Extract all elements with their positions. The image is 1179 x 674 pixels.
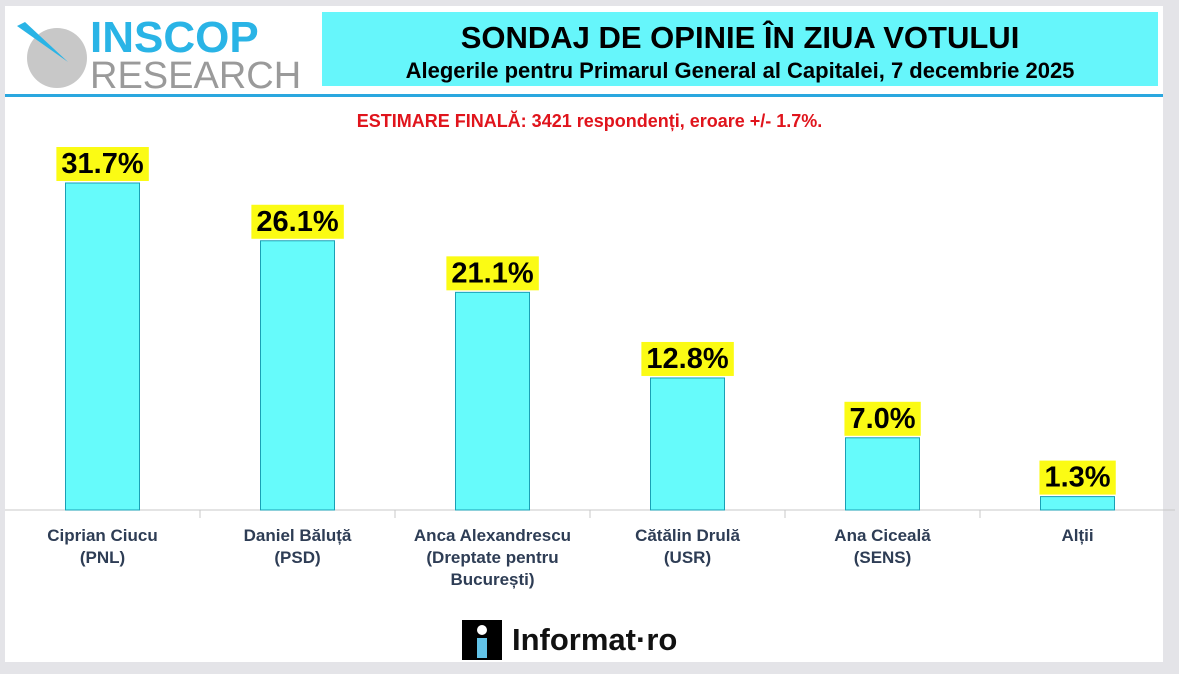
svg-text:RESEARCH: RESEARCH bbox=[90, 55, 301, 90]
category-label: (SENS) bbox=[854, 548, 912, 567]
category-label: Cătălin Drulă bbox=[635, 526, 740, 545]
chart-title: SONDAJ DE OPINIE ÎN ZIUA VOTULUI bbox=[460, 20, 1020, 55]
chart-subtitle: Alegerile pentru Primarul General al Cap… bbox=[405, 58, 1075, 83]
value-label-bg bbox=[641, 341, 734, 376]
value-label: 31.7% bbox=[61, 148, 143, 180]
bar bbox=[1040, 496, 1115, 511]
category-label: (USR) bbox=[664, 548, 711, 567]
value-label: 7.0% bbox=[849, 403, 915, 435]
bar bbox=[650, 377, 725, 511]
value-label: 1.3% bbox=[1044, 462, 1110, 494]
value-label-bg bbox=[446, 256, 539, 291]
category-label: (Dreptate pentru bbox=[426, 548, 558, 567]
bar bbox=[455, 291, 530, 511]
sample-note: ESTIMARE FINALĂ: 3421 respondenți, eroar… bbox=[356, 111, 823, 131]
category-label: (PSD) bbox=[274, 548, 320, 567]
chart-card bbox=[5, 6, 1163, 662]
value-label: 12.8% bbox=[646, 343, 728, 375]
category-label: Ana Ciceală bbox=[834, 526, 931, 545]
category-label: Ciprian Ciucu bbox=[47, 526, 158, 545]
inscop-logo: INSCOP RESEARCH bbox=[17, 13, 301, 90]
category-label: (PNL) bbox=[80, 548, 125, 567]
value-label-bg bbox=[1039, 460, 1116, 495]
value-label: 21.1% bbox=[451, 257, 533, 289]
category-label: Alții bbox=[1061, 526, 1093, 545]
header: SONDAJ DE OPINIE ÎN ZIUA VOTULUI Alegeri… bbox=[322, 12, 1158, 86]
value-label-bg bbox=[251, 204, 344, 239]
category-label: Daniel Băluță bbox=[244, 526, 352, 545]
bar bbox=[65, 182, 140, 511]
divider bbox=[5, 94, 1163, 97]
info-icon bbox=[462, 620, 502, 660]
value-label-bg bbox=[56, 147, 149, 181]
category-label: București) bbox=[450, 570, 534, 589]
category-label: Anca Alexandrescu bbox=[414, 526, 571, 545]
svg-text:INSCOP: INSCOP bbox=[90, 13, 259, 62]
bar bbox=[260, 240, 335, 511]
value-label-bg bbox=[844, 401, 921, 436]
informat-logo: Informat·ro bbox=[462, 620, 677, 660]
bar bbox=[845, 437, 920, 511]
value-label: 26.1% bbox=[256, 206, 338, 238]
